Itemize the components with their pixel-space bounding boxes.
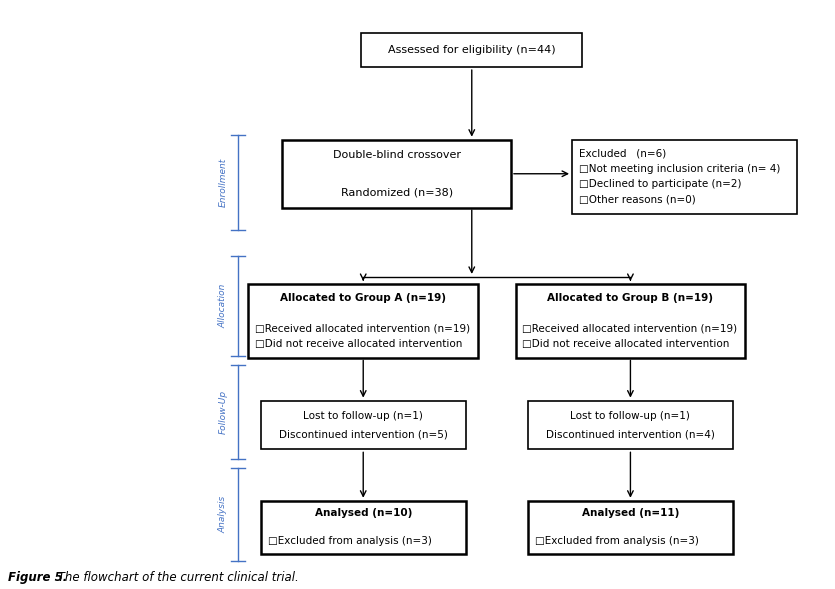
Text: □Did not receive allocated intervention: □Did not receive allocated intervention xyxy=(522,339,730,349)
Text: Follow-Up: Follow-Up xyxy=(219,391,227,434)
Text: □Excluded from analysis (n=3): □Excluded from analysis (n=3) xyxy=(267,536,432,546)
Text: □Declined to participate (n=2): □Declined to participate (n=2) xyxy=(579,180,741,190)
Text: Discontinued intervention (n=4): Discontinued intervention (n=4) xyxy=(546,429,715,439)
FancyBboxPatch shape xyxy=(261,501,466,554)
FancyBboxPatch shape xyxy=(515,284,745,358)
Text: Allocated to Group A (n=19): Allocated to Group A (n=19) xyxy=(281,293,446,303)
Text: □Other reasons (n=0): □Other reasons (n=0) xyxy=(579,195,696,205)
Text: The flowchart of the current clinical trial.: The flowchart of the current clinical tr… xyxy=(54,571,299,584)
Text: Analysis: Analysis xyxy=(219,496,227,533)
Text: □Not meeting inclusion criteria (n= 4): □Not meeting inclusion criteria (n= 4) xyxy=(579,164,780,174)
Text: Discontinued intervention (n=5): Discontinued intervention (n=5) xyxy=(279,429,448,439)
FancyBboxPatch shape xyxy=(572,140,797,214)
Text: Analysed (n=11): Analysed (n=11) xyxy=(582,508,679,518)
Text: Figure 5.: Figure 5. xyxy=(8,571,68,584)
Text: Analysed (n=10): Analysed (n=10) xyxy=(315,508,412,518)
FancyBboxPatch shape xyxy=(282,140,511,208)
Text: □Received allocated intervention (n=19): □Received allocated intervention (n=19) xyxy=(522,324,737,334)
FancyBboxPatch shape xyxy=(261,401,466,449)
FancyBboxPatch shape xyxy=(529,501,733,554)
Text: Double-blind crossover: Double-blind crossover xyxy=(332,150,461,160)
Text: Enrollment: Enrollment xyxy=(219,158,227,207)
FancyBboxPatch shape xyxy=(361,33,583,67)
Text: □Received allocated intervention (n=19): □Received allocated intervention (n=19) xyxy=(256,324,470,334)
Text: Assessed for eligibility (n=44): Assessed for eligibility (n=44) xyxy=(388,45,555,55)
Text: Excluded   (n=6): Excluded (n=6) xyxy=(579,148,665,158)
Text: □Did not receive allocated intervention: □Did not receive allocated intervention xyxy=(256,339,463,349)
FancyBboxPatch shape xyxy=(249,284,478,358)
Text: Lost to follow-up (n=1): Lost to follow-up (n=1) xyxy=(570,411,691,421)
Text: Randomized (n=38): Randomized (n=38) xyxy=(341,187,453,197)
Text: Lost to follow-up (n=1): Lost to follow-up (n=1) xyxy=(303,411,423,421)
Text: □Excluded from analysis (n=3): □Excluded from analysis (n=3) xyxy=(535,536,699,546)
Text: Allocation: Allocation xyxy=(219,284,227,329)
Text: Allocated to Group B (n=19): Allocated to Group B (n=19) xyxy=(548,293,713,303)
FancyBboxPatch shape xyxy=(529,401,733,449)
